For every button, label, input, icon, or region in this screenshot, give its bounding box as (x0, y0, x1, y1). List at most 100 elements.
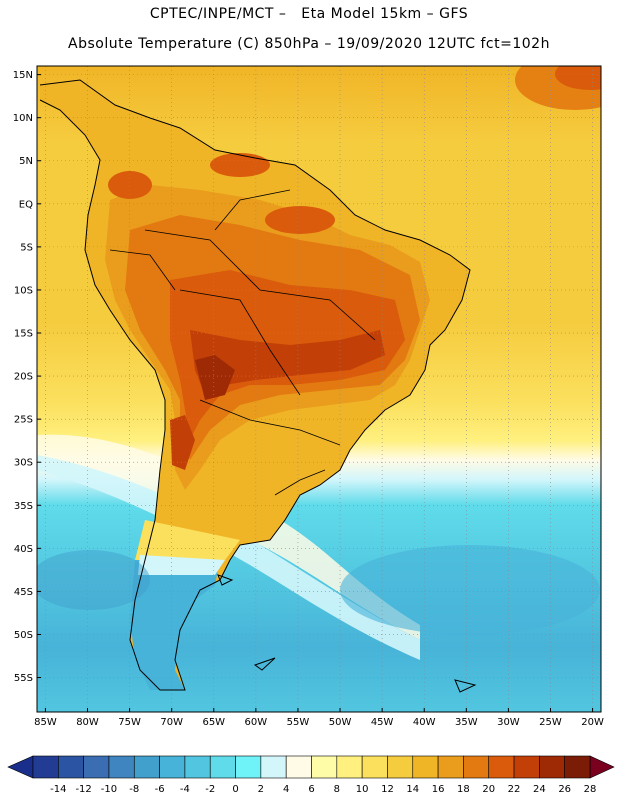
lon-label: 35W (455, 717, 478, 728)
lat-label: 5S (20, 242, 33, 253)
colorbar-swatch (235, 755, 262, 779)
lon-label: 40W (413, 717, 436, 728)
hot-spot-argentina (170, 415, 195, 470)
lat-label: 45S (14, 587, 33, 598)
colorbar-label: -8 (129, 784, 139, 795)
lat-label: EQ (19, 199, 33, 210)
colorbar-label: -4 (180, 784, 190, 795)
lat-label: 15N (13, 70, 33, 81)
islands (217, 574, 477, 693)
colorbar-label: 4 (283, 784, 289, 795)
lat-label: 50S (14, 630, 33, 641)
lon-label: 25W (539, 717, 562, 728)
colorbar-label: 12 (381, 784, 394, 795)
colorbar-swatch (260, 755, 287, 779)
colorbar-swatch (488, 755, 515, 779)
lon-label: 70W (160, 717, 183, 728)
transition-patagonia (138, 555, 225, 575)
colorbar-label: 16 (432, 784, 445, 795)
colorbar-swatch (58, 755, 84, 779)
cool-patagonia (130, 560, 220, 690)
lat-label: 10S (14, 285, 33, 296)
hot-spot-colombia (108, 171, 152, 199)
cool-tongue (37, 455, 420, 660)
lon-label: 55W (287, 717, 310, 728)
lat-label: 15S (14, 329, 33, 340)
hottest-core (190, 330, 385, 395)
lon-label: 85W (34, 717, 57, 728)
colorbar-swatch (159, 755, 186, 779)
colorbar-labels: -14 -12 -10 -8 -6 -4 -2 0 2 4 6 8 10 12 14 16 18 20 22 24 26… (50, 784, 596, 795)
colorbar-swatch (311, 755, 338, 779)
lat-label: 5N (19, 156, 33, 167)
map-frame (36, 65, 602, 713)
colorbar-label: 14 (406, 784, 419, 795)
lat-label: 55S (14, 673, 33, 684)
colorbar-label: -14 (50, 784, 66, 795)
colorbar-swatch (387, 755, 414, 779)
colorbar-swatch (412, 755, 439, 779)
lon-label: 45W (371, 717, 394, 728)
lon-label: 30W (497, 717, 520, 728)
hot-spot-chaco (195, 355, 235, 400)
transition-tongue (37, 434, 420, 640)
lat-label: 30S (14, 458, 33, 469)
lon-label: 60W (245, 717, 268, 728)
coastlines (39, 79, 477, 693)
country-borders (109, 189, 376, 496)
colorbar-high-arrow (589, 755, 615, 779)
colorbar-swatch (285, 755, 312, 779)
chart-title-line2: Absolute Temperature (C) 850hPa – 19/09/… (68, 36, 550, 52)
colorbar-label: 6 (308, 784, 314, 795)
colorbar-label: -2 (205, 784, 215, 795)
cold-pool-pacific (37, 550, 150, 610)
colorbar-swatch (539, 755, 565, 779)
colorbar-swatch (564, 755, 591, 779)
colorbar-low-arrow (7, 755, 34, 779)
colorbar-label: 10 (356, 784, 369, 795)
lat-label: 35S (14, 501, 33, 512)
lon-label: 20W (581, 717, 604, 728)
colorbar-label: 8 (334, 784, 340, 795)
colorbar-label: -12 (75, 784, 91, 795)
colorbar-label: 28 (584, 784, 597, 795)
temperature-field (37, 66, 601, 712)
chart-title-line1: CPTEC/INPE/MCT – Eta Model 15km – GFS (149, 6, 469, 22)
axis-ticks (37, 74, 594, 712)
colorbar-swatch (184, 755, 211, 779)
colorbar-swatch (513, 755, 540, 779)
cold-pool-atlantic (340, 545, 600, 635)
south-america-coastline (39, 79, 471, 691)
colorbar-label: 24 (533, 784, 546, 795)
colorbar-label: 0 (232, 784, 238, 795)
colorbar-swatch (336, 755, 363, 779)
colorbar-swatch (32, 755, 59, 779)
lat-label: 20S (14, 372, 33, 383)
lon-label: 50W (329, 717, 352, 728)
lat-label: 25S (14, 415, 33, 426)
colorbar-swatch (437, 755, 464, 779)
lon-label: 80W (76, 717, 99, 728)
lon-label: 65W (202, 717, 225, 728)
longitude-labels: 85W 80W 75W 70W 65W 60W 55W 50W 45W 40W 35W 30W 25W 2… (34, 717, 604, 728)
hot-ne-field (555, 66, 601, 90)
lat-label: 40S (14, 544, 33, 555)
colorbar-swatch (463, 755, 490, 779)
colorbar-label: 22 (508, 784, 521, 795)
colorbar-swatch (108, 755, 135, 779)
colorbar: -14 -12 -10 -8 -6 -4 -2 0 2 4 6 8 10 12 14 16 18 20 22 24 26… (7, 755, 615, 795)
colorbar-label: 18 (457, 784, 470, 795)
colorbar-swatch (83, 755, 110, 779)
hot-spot-guiana (210, 153, 270, 177)
colorbar-label: 20 (482, 784, 495, 795)
colorbar-swatch (209, 755, 236, 779)
lon-label: 75W (118, 717, 141, 728)
colorbar-swatch (133, 755, 160, 779)
latitude-labels: 15N 10N 5N EQ 5S 10S 15S 20S 25S 30S 35S 40S 45S 50S 5… (13, 70, 33, 684)
lat-label: 10N (13, 113, 33, 124)
colorbar-swatch (361, 755, 388, 779)
colorbar-label: 2 (258, 784, 264, 795)
colorbar-label: -6 (155, 784, 165, 795)
colorbar-label: 26 (558, 784, 571, 795)
